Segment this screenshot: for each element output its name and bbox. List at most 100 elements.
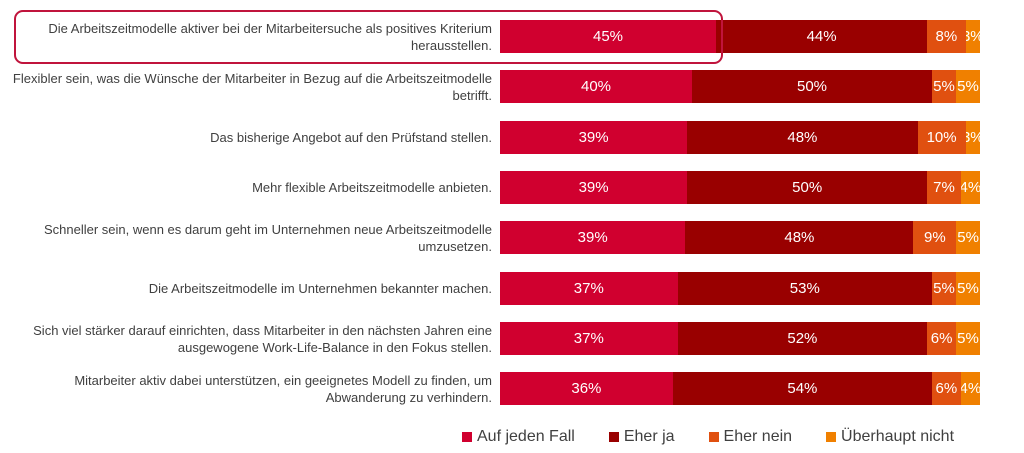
bar-segment: 52% (677, 321, 928, 355)
bar-segment: 36% (500, 372, 673, 406)
data-label: 37% (573, 279, 604, 297)
data-label: 40% (580, 78, 612, 96)
bar-segment: 5% (956, 221, 980, 255)
bar-segment: 48% (685, 221, 914, 255)
bar-row: Das bisherige Angebot auf den Prüfstand … (0, 120, 1024, 155)
data-label: 50% (796, 78, 828, 96)
data-label: 5% (957, 279, 979, 297)
category-label: Mitarbeiter aktiv dabei unterstützen, ei… (74, 373, 492, 406)
stacked-bar: 39% 48% 9% 5% (500, 221, 980, 255)
data-label: 6% (930, 329, 953, 347)
category-label: Mehr flexible Arbeitszeitmodelle anbiete… (252, 180, 492, 196)
category-label: Flexibler sein, was die Wünsche der Mita… (12, 71, 492, 104)
bar-segment: 4% (960, 372, 980, 406)
bar-segment: 40% (500, 70, 692, 104)
data-label: 5% (933, 78, 955, 96)
data-label: 8% (935, 28, 958, 45)
data-label: 3% (965, 128, 980, 146)
bar-segment: 5% (955, 321, 980, 355)
bar-segment: 39% (500, 170, 688, 204)
bar-segment: 6% (927, 321, 956, 355)
legend-swatch (708, 432, 719, 442)
bar-segment: 50% (687, 170, 928, 204)
data-label: 5% (957, 329, 979, 347)
bar-segment: 8% (927, 20, 966, 53)
legend-swatch (462, 432, 472, 442)
stacked-bar: 37% 53% 5% 5% (500, 271, 980, 305)
data-label: 10% (926, 128, 957, 146)
stacked-bar: 40% 50% 5% 5% (500, 70, 980, 104)
highlight-box (14, 10, 723, 64)
bar-segment: 3% (965, 120, 980, 154)
bar-segment: 48% (687, 120, 918, 154)
data-label: 4% (960, 380, 980, 398)
bar-row: Flexibler sein, was die Wünsche der Mita… (0, 70, 1024, 104)
bar-segment: 53% (677, 271, 932, 305)
legend-item: Überhaupt nicht (826, 428, 954, 446)
legend-label: Auf jeden Fall (477, 428, 575, 445)
bar-segment: 4% (960, 170, 980, 204)
data-label: 44% (806, 28, 837, 45)
bar-row: Schneller sein, wenn es darum geht im Un… (0, 221, 1024, 255)
data-label: 5% (957, 78, 979, 96)
bar-segment: 6% (931, 372, 961, 406)
bar-segment: 5% (955, 271, 980, 305)
stacked-bar: 45% 44% 8% 3% (500, 20, 980, 53)
data-label: 48% (784, 229, 815, 247)
bar-segment: 44% (716, 20, 928, 53)
data-label: 37% (573, 329, 604, 347)
stacked-bar: 36% 54% 6% 4% (500, 372, 980, 406)
legend-label: Eher nein (723, 428, 793, 445)
bar-row: Die Arbeitszeitmodelle aktiver bei der M… (0, 20, 1024, 54)
category-label: Das bisherige Angebot auf den Prüfstand … (210, 130, 492, 146)
legend-item: Eher nein (708, 428, 793, 446)
bar-row: Die Arbeitszeitmodelle im Unternehmen be… (0, 271, 1024, 306)
legend-label: Überhaupt nicht (841, 428, 955, 445)
bar-segment: 9% (913, 221, 957, 255)
data-label: 4% (960, 178, 980, 196)
bar-segment: 37% (500, 271, 678, 305)
bar-segment: 5% (956, 70, 980, 104)
category-label: Die Arbeitszeitmodelle im Unternehmen be… (148, 281, 492, 296)
data-label: 53% (789, 279, 820, 297)
data-label: 5% (933, 279, 955, 297)
bar-segment: 3% (965, 20, 980, 53)
stacked-bar: 37% 52% 6% 5% (500, 321, 980, 355)
data-label: 7% (933, 178, 955, 196)
bar-row: Sich viel stärker darauf einrichten, das… (0, 321, 1024, 356)
legend-item: Eher ja (608, 428, 675, 446)
data-label: 3% (965, 28, 980, 45)
data-label: 50% (792, 178, 823, 196)
bar-segment: 39% (500, 120, 688, 154)
bar-segment: 37% (500, 321, 678, 355)
bar-segment: 54% (672, 372, 932, 406)
data-label: 36% (571, 380, 602, 398)
data-label: 54% (787, 380, 818, 398)
data-label: 5% (957, 229, 979, 247)
data-label: 39% (578, 128, 609, 146)
bar-segment: 10% (917, 120, 966, 154)
data-label: 39% (578, 178, 609, 196)
bar-segment: 5% (931, 271, 956, 305)
legend-swatch (608, 432, 619, 442)
legend-swatch (826, 432, 837, 442)
category-label: Sich viel stärker darauf einrichten, das… (33, 322, 492, 355)
data-label: 48% (787, 128, 818, 146)
data-label: 52% (787, 329, 818, 347)
data-label: 9% (923, 229, 946, 247)
bar-segment: 50% (692, 70, 932, 104)
legend-item: Auf jeden Fall (462, 428, 575, 446)
legend: Auf jeden Fall Eher ja Eher nein Überhaupt … (462, 428, 988, 446)
stacked-bar: 39% 50% 7% 4% (500, 170, 980, 204)
data-label: 45% (592, 28, 624, 45)
bar-segment: 39% (500, 221, 686, 255)
bar-row: Mitarbeiter aktiv dabei unterstützen, ei… (0, 372, 1024, 406)
stacked-bar: 39% 48% 10% 3% (500, 120, 980, 154)
data-label: 39% (577, 229, 608, 247)
bar-segment: 7% (927, 170, 961, 204)
bar-segment: 45% (500, 20, 716, 53)
bar-row: Mehr flexible Arbeitszeitmodelle anbiete… (0, 170, 1024, 205)
data-label: 6% (935, 380, 958, 398)
category-label: Die Arbeitszeitmodelle aktiver bei der M… (48, 21, 492, 53)
legend-label: Eher ja (623, 428, 675, 445)
